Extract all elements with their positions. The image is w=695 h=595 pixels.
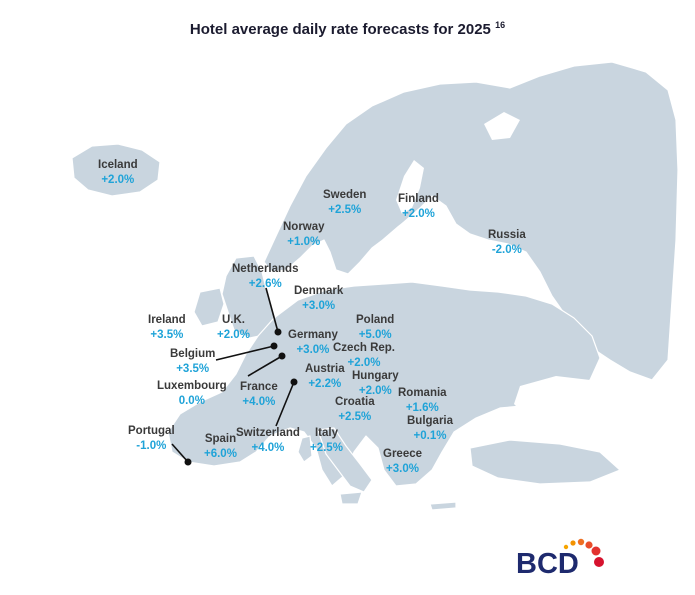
label-romania: Romania +1.6% [398, 387, 447, 414]
logo-dots-icon [563, 538, 604, 567]
white-sea [484, 112, 520, 140]
baltic-sea [362, 214, 424, 282]
italy-shape [317, 427, 373, 493]
turkey-shape [469, 439, 621, 485]
label-poland: Poland +5.0% [356, 314, 395, 341]
label-france: France +4.0% [240, 381, 278, 408]
dot-switzerland [290, 378, 298, 386]
label-belgium: Belgium +3.5% [170, 348, 216, 375]
dot-belgium [270, 342, 278, 350]
label-czech-rep: Czech Rep. +2.0% [333, 342, 395, 369]
black-sea [514, 376, 604, 424]
label-spain: Spain +6.0% [204, 433, 237, 460]
dot-luxembourg [278, 352, 286, 360]
leader-belgium [215, 345, 275, 361]
label-bulgaria: Bulgaria +0.1% [407, 415, 454, 442]
leader-portugal [171, 443, 189, 463]
ireland-shape [193, 287, 225, 327]
label-austria: Austria +2.2% [305, 363, 345, 390]
label-germany: Germany +3.0% [288, 329, 338, 356]
label-denmark: Denmark +3.0% [294, 285, 344, 312]
sicily-shape [339, 491, 363, 505]
sardinia-shape [297, 435, 313, 463]
dot-netherlands [274, 328, 282, 336]
label-hungary: Hungary +2.0% [352, 370, 399, 397]
label-norway: Norway +1.0% [283, 221, 325, 248]
label-finland: Finland +2.0% [398, 193, 439, 220]
label-sweden: Sweden +2.5% [323, 189, 367, 216]
dot-portugal [184, 458, 192, 466]
label-croatia: Croatia +2.5% [335, 396, 375, 423]
iceland-shape [71, 143, 161, 197]
leader-netherlands [265, 287, 279, 333]
bcd-logo: BCD [516, 538, 604, 580]
label-russia: Russia -2.0% [488, 229, 526, 256]
leader-switzerland [275, 381, 295, 427]
gulf-of-bothnia [396, 160, 424, 214]
label-uk: U.K. +2.0% [217, 314, 250, 341]
label-portugal: Portugal -1.0% [128, 425, 175, 452]
logo-text: BCD [516, 548, 579, 580]
leader-luxembourg [247, 355, 283, 377]
label-switzerland: Switzerland +4.0% [236, 427, 300, 454]
label-luxembourg: Luxembourg 0.0% [157, 380, 227, 407]
label-italy: Italy +2.5% [310, 427, 343, 454]
label-greece: Greece +3.0% [383, 448, 423, 475]
label-netherlands: Netherlands +2.6% [232, 263, 299, 290]
label-iceland: Iceland +2.0% [98, 159, 138, 186]
crete-shape [429, 501, 457, 511]
title-footnote-ref: 16 [495, 20, 506, 30]
map-title: Hotel average daily rate forecasts for 2… [189, 20, 506, 38]
label-ireland: Ireland +3.5% [148, 314, 186, 341]
